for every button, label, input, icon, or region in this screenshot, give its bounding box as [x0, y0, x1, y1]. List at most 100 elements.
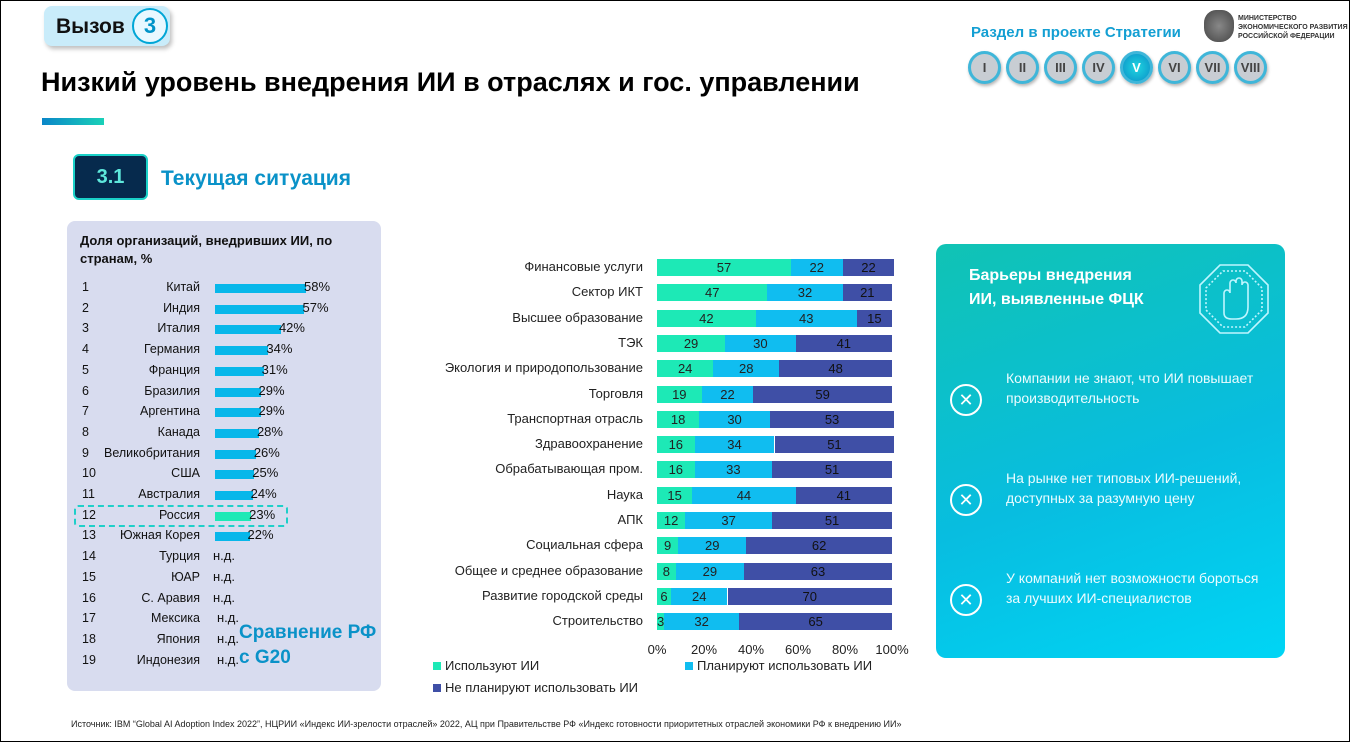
country-row: 2 Индия 57%: [67, 299, 381, 319]
section-nav-VI[interactable]: VI: [1158, 51, 1191, 84]
country-name: Индия: [163, 300, 200, 315]
country-rank: 1: [82, 280, 89, 294]
country-bar: [215, 387, 261, 397]
barrier-text: На рынке нет типовых ИИ-решений, доступн…: [1006, 470, 1242, 506]
stop-hand-icon: [1199, 264, 1269, 334]
bar-segment: 22: [842, 259, 895, 276]
country-bar: [215, 325, 281, 335]
country-no-data: н.д.: [213, 568, 235, 584]
bar-segment: 57: [657, 259, 791, 276]
bar-segment: 19: [657, 385, 702, 403]
country-bar: [215, 470, 255, 480]
bar-segment: 29: [657, 334, 726, 352]
close-circle-icon: ✕: [950, 584, 982, 616]
bar-segment: 53: [769, 410, 895, 428]
x-tick-label: 40%: [737, 642, 765, 657]
country-name: Италия: [157, 321, 200, 336]
coat-of-arms-logo: [1204, 10, 1234, 42]
legend-label: Используют ИИ: [445, 658, 540, 673]
bar-segment: 34: [694, 436, 775, 454]
country-rank: 6: [82, 383, 89, 398]
country-bar: [215, 491, 253, 500]
legend-item: Планируют использовать ИИ: [685, 658, 872, 673]
country-value: 24%: [250, 486, 277, 501]
country-rank: 10: [82, 466, 96, 481]
bar-segment: 32: [767, 284, 843, 302]
country-rank: 12: [82, 507, 96, 522]
country-rank: 18: [82, 631, 96, 646]
bar-segment: 41: [795, 486, 892, 504]
country-name: США: [171, 466, 200, 481]
country-value: 26%: [253, 444, 280, 460]
country-rank: 8: [82, 424, 89, 439]
legend-swatch: [433, 684, 441, 692]
country-rank: 13: [82, 528, 96, 543]
x-tick-label: 80%: [831, 642, 859, 657]
country-name: Германия: [143, 342, 200, 357]
accent-line: [42, 118, 104, 125]
country-row: 1 Китай 58%: [67, 278, 381, 298]
section-nav-VIII[interactable]: VIII: [1234, 51, 1267, 84]
section-nav-II[interactable]: II: [1006, 51, 1039, 84]
country-name: Мексика: [150, 611, 200, 626]
country-rank: 15: [82, 569, 96, 584]
country-row: 16 С. Аравия н.д.: [67, 589, 381, 609]
sector-label: Здравоохранение: [534, 436, 643, 452]
comparison-label: Сравнение РФ с G20: [239, 622, 377, 668]
x-tick-label: 60%: [784, 642, 812, 657]
legend-item: Используют ИИ: [433, 658, 539, 673]
challenge-badge: Вызов 3: [44, 6, 170, 46]
country-name: Япония: [156, 631, 200, 646]
country-row: 3 Италия 42%: [67, 319, 381, 339]
bar-segment: 3: [657, 613, 665, 631]
sector-label: Экология и природопользование: [444, 360, 643, 376]
country-rank: 7: [82, 404, 89, 419]
sector-label: Транспортная отрасль: [507, 410, 643, 426]
bar-segment: 59: [753, 385, 892, 403]
x-tick-label: 20%: [690, 642, 718, 657]
country-bar: [215, 284, 307, 293]
country-row: 13 Южная Корея 22%: [67, 526, 381, 546]
country-no-data: н.д.: [213, 589, 235, 605]
country-name: С. Аравия: [141, 590, 200, 605]
country-bar: [215, 532, 250, 542]
badge-label: Вызов: [56, 15, 125, 38]
legend-swatch: [685, 662, 693, 670]
sector-label: Социальная сфера: [526, 537, 643, 553]
section-nav-VII[interactable]: VII: [1196, 51, 1229, 84]
country-row: 18 Япония н.д.: [67, 630, 381, 650]
country-rank: 4: [82, 342, 89, 357]
barrier-text: Компании не знают, что ИИ повышает произ…: [1006, 370, 1254, 406]
country-bar: [215, 346, 269, 356]
bar-segment: 15: [657, 486, 693, 504]
section-nav-IV[interactable]: IV: [1082, 51, 1115, 84]
section-nav: I II III IV V VI VII VIII: [968, 51, 1267, 84]
section-nav-I[interactable]: I: [968, 51, 1001, 84]
bar-segment: 16: [657, 461, 695, 479]
country-name: Франция: [148, 362, 200, 377]
country-rank: 11: [82, 487, 95, 501]
section-title: Текущая ситуация: [161, 167, 351, 190]
country-value: 29%: [258, 382, 285, 398]
sector-label: Строительство: [552, 613, 643, 629]
country-chart-title: Доля организаций, внедривших ИИ, по стра…: [80, 233, 333, 266]
bar-segment: 44: [692, 486, 796, 504]
bar-segment: 33: [694, 461, 773, 479]
section-nav-III[interactable]: III: [1044, 51, 1077, 84]
x-tick-label: 100%: [875, 642, 909, 657]
bar-segment: 48: [779, 360, 892, 378]
section-nav-V[interactable]: V: [1120, 51, 1153, 84]
sector-label: Высшее образование: [512, 309, 643, 325]
bar-segment: 29: [678, 537, 747, 555]
barrier-text: У компаний нет возможности бороться за л…: [1006, 570, 1259, 606]
sector-label: Обрабатывающая пром.: [495, 461, 643, 477]
ministry-logo-text: МИНИСТЕРСТВО ЭКОНОМИЧЕСКОГО РАЗВИТИЯ РОС…: [1238, 15, 1348, 40]
country-row: 7 Аргентина 29%: [67, 402, 381, 422]
bar-segment: 16: [657, 436, 695, 454]
barriers-panel: Барьеры внедрения ИИ, выявленные ФЦК ✕ Ко…: [936, 244, 1285, 658]
bar-segment: 22: [790, 259, 843, 276]
country-rank: 5: [82, 362, 89, 377]
bar-segment: 62: [746, 537, 892, 555]
legend-swatch: [433, 662, 441, 670]
country-row: 17 Мексика н.д.: [67, 609, 381, 629]
